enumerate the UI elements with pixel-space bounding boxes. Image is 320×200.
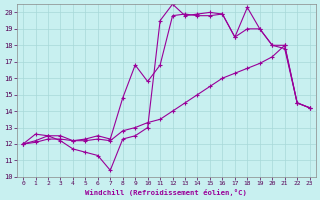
- X-axis label: Windchill (Refroidissement éolien,°C): Windchill (Refroidissement éolien,°C): [85, 189, 247, 196]
